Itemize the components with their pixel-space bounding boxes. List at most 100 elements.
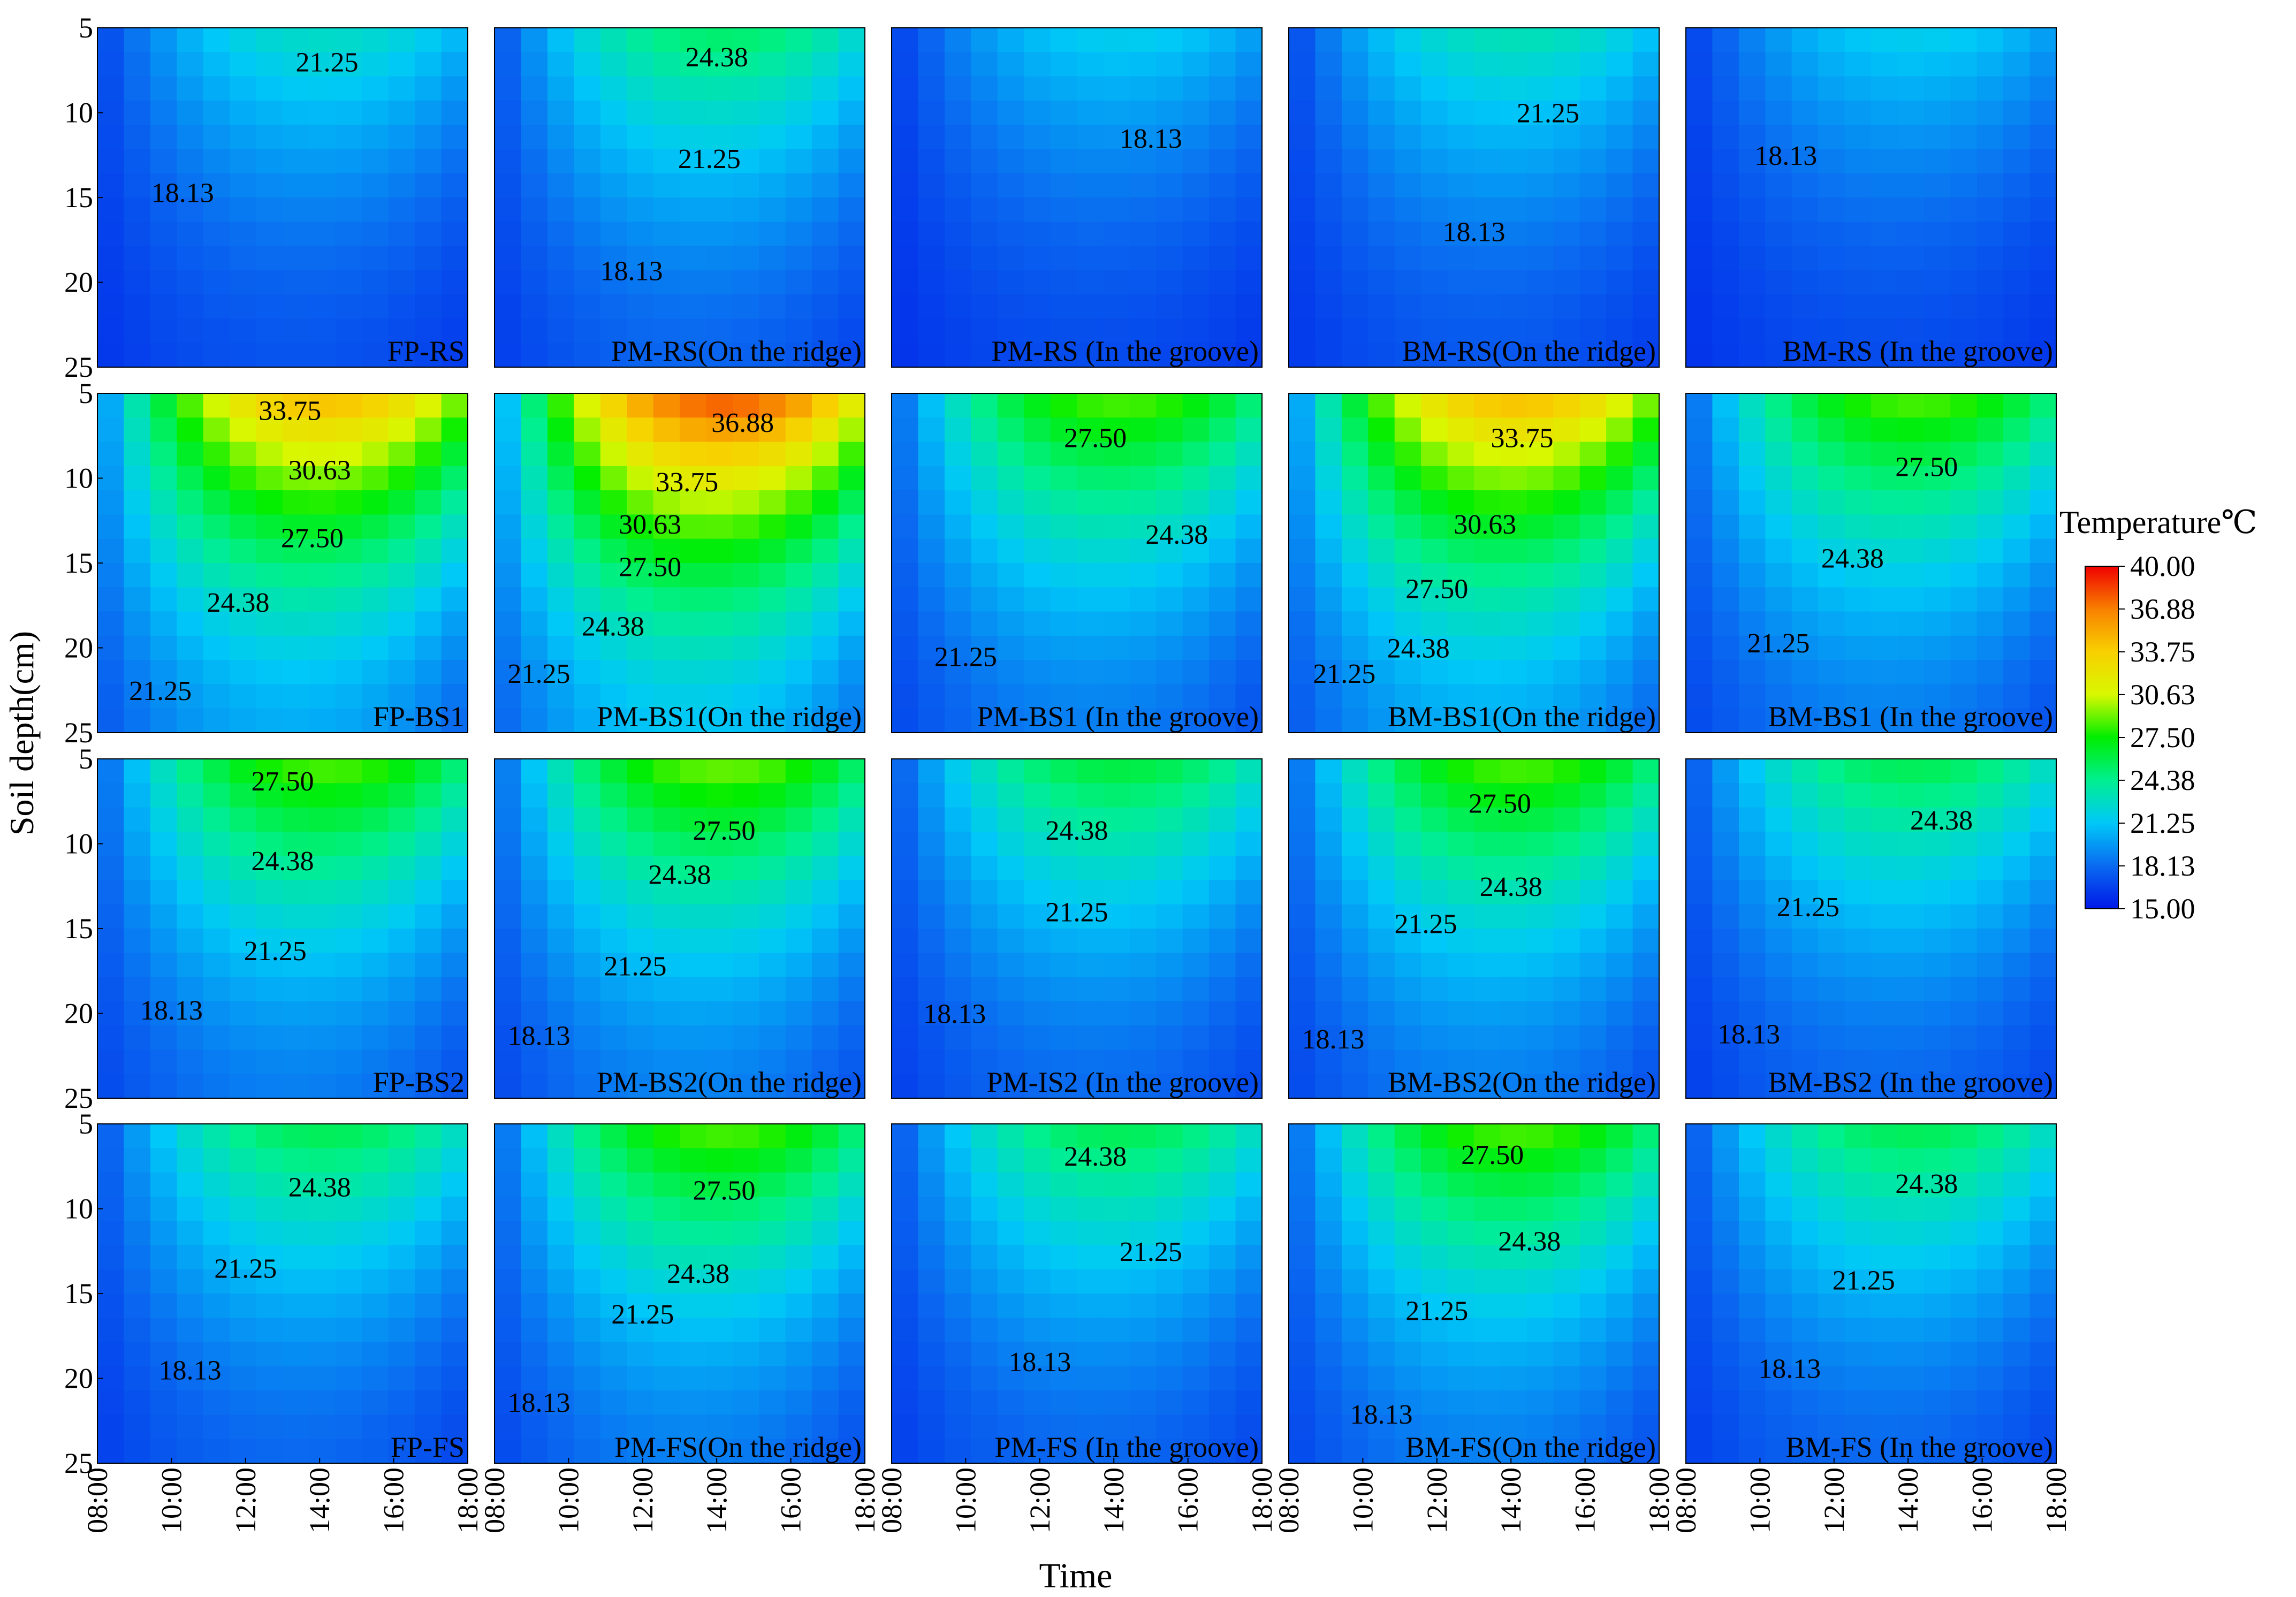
heat-cell [892,1390,919,1416]
heat-cell [1368,1269,1395,1294]
heat-cell [150,76,178,101]
heat-cell [1182,1124,1210,1149]
heat-cell [1474,977,1501,1002]
heat-cell [1871,52,1898,77]
heat-cell [785,953,813,978]
heat-cell [2029,1124,2056,1149]
heat-cell [1526,1366,1554,1391]
heat-cell [1500,1124,1527,1149]
heat-cell [574,1172,601,1197]
heat-cell [1897,953,1925,978]
heat-cell [203,442,231,467]
heat-cell [1421,1390,1448,1416]
heat-cell [1368,660,1395,685]
heat-cell [574,1001,601,1026]
heat-cell [2003,1439,2031,1463]
heat-cell [1077,977,1104,1002]
heat-cell [1526,1318,1554,1343]
heat-cell [1924,125,1951,150]
heat-cell [1024,660,1051,685]
heat-cell [1526,831,1554,857]
heat-cell [600,490,628,515]
heat-cell [1553,611,1580,636]
heat-cell [997,125,1025,150]
heat-cell [918,635,945,661]
contour-label: 18.13 [1717,1020,1780,1050]
heat-cell [441,1390,468,1416]
heat-cell [1474,880,1501,905]
heat-cell [1474,563,1501,588]
heat-cell [283,149,310,174]
heat-cell [388,880,416,905]
heat-cell [388,318,416,344]
heat-cell [1712,76,1739,101]
heat-cell [1394,417,1422,443]
heat-cell [1129,783,1157,808]
heat-cell [335,1294,363,1319]
heat-cell [1447,856,1474,881]
heat-cell [892,953,919,978]
heat-cell [653,660,680,685]
heat-cell [362,783,389,808]
heat-cell [1791,587,1819,612]
heat-cell [785,1245,813,1270]
heat-cell [1526,270,1554,295]
heat-cell [838,904,865,929]
heat-cell [892,514,919,539]
heat-cell [1500,1342,1527,1367]
heat-cell [335,538,363,564]
heat-cell [785,1025,813,1051]
heat-cell [1315,660,1342,685]
heat-cell [1182,1318,1210,1343]
heat-cell [1129,514,1157,539]
heat-cell [706,635,733,661]
heat-cell [1606,856,1633,881]
heat-cell [600,100,628,126]
heat-cell [653,1025,680,1051]
heat-cell [1791,246,1819,271]
heat-cell [1182,343,1210,367]
heat-cell [1606,953,1633,978]
heat-cell [1686,635,1713,661]
heat-cell [362,856,389,881]
heat-cell [309,1342,336,1367]
heat-cell [1579,587,1607,612]
heat-cell [1129,1390,1157,1416]
heat-cell [230,807,257,832]
heat-cell [918,880,945,905]
heat-cell [521,1415,548,1440]
heat-cell [1791,759,1819,784]
heat-cell [1050,1366,1077,1391]
heat-cell [1341,1269,1369,1294]
heat-cell [1553,318,1580,344]
heat-cell [1209,563,1236,588]
heat-cell [1341,28,1369,53]
heat-cell [1712,270,1739,295]
heat-cell [997,1148,1025,1173]
heat-cell [1738,904,1766,929]
heat-cell [1712,759,1739,784]
heat-cell [680,856,707,881]
heat-cell [1447,466,1474,491]
heat-cell [918,1124,945,1149]
heat-cell [441,1269,468,1294]
heat-cell [944,490,972,515]
heat-cell [680,759,707,784]
panel-field [1686,393,2056,733]
heat-cell [627,270,654,295]
heat-cell [1182,1001,1210,1026]
heat-cell [1182,100,1210,126]
heat-cell [2003,246,2031,271]
colorbar-tick-label: 27.50 [2130,721,2195,754]
heat-cell [2029,611,2056,636]
heat-cell [732,393,760,419]
heat-cell [1077,270,1104,295]
heat-cell [1421,977,1448,1002]
heat-cell [1844,1001,1872,1026]
heat-cell [680,708,707,733]
heat-cell [944,1245,972,1270]
heat-cell [150,197,178,223]
heat-cell [680,100,707,126]
heat-cell [1421,807,1448,832]
heat-cell [230,1074,257,1098]
